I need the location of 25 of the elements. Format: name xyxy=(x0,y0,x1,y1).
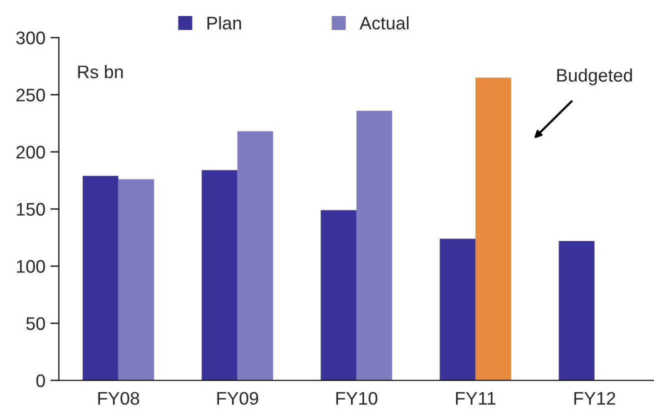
annotation: Budgeted xyxy=(557,68,632,86)
x-tick-label: FY11 xyxy=(456,392,496,405)
bar xyxy=(356,110,392,380)
bar xyxy=(320,210,356,380)
bar xyxy=(237,131,274,380)
legend-label: Plan xyxy=(207,16,241,30)
bar xyxy=(118,179,154,380)
x-tick-label: FY09 xyxy=(217,392,258,405)
x-tick-label: FY12 xyxy=(574,392,616,405)
y-tick-label: 150 xyxy=(16,202,45,216)
y-tick-label: 0 xyxy=(36,374,45,388)
y-tick-label: 50 xyxy=(26,317,45,330)
bar xyxy=(558,240,594,380)
bar xyxy=(475,78,512,380)
y-tick-label: 200 xyxy=(16,146,45,159)
bar xyxy=(82,176,118,380)
legend-label: Actual xyxy=(360,16,408,30)
y-tick-label: 250 xyxy=(16,88,45,102)
y-tick-label: 300 xyxy=(16,32,45,44)
x-tick-label: FY08 xyxy=(98,392,140,405)
y-tick-label: 100 xyxy=(16,260,45,273)
bar xyxy=(202,170,238,380)
bar xyxy=(440,238,476,380)
x-tick-label: FY10 xyxy=(336,392,378,405)
y-axis-title: Rs bn xyxy=(78,65,123,78)
